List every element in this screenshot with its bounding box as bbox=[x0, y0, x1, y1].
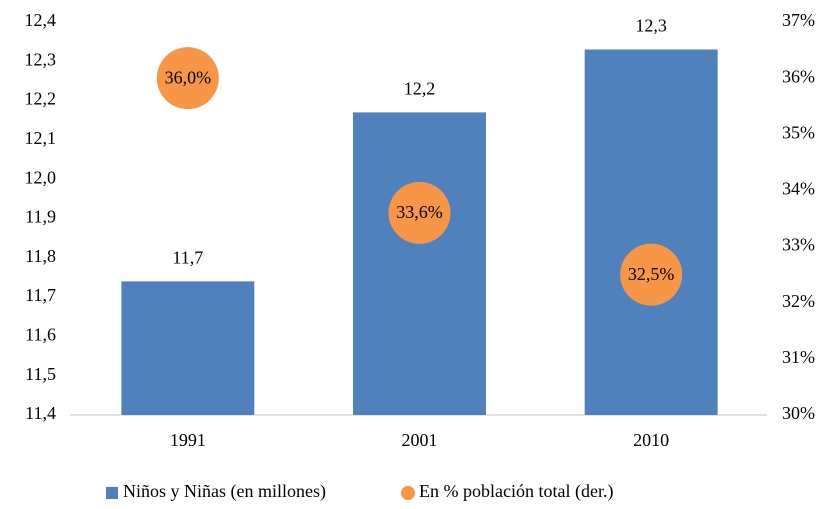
y2-tick-label: 31% bbox=[782, 347, 815, 367]
point-value-label: 36,0% bbox=[165, 67, 212, 87]
y-tick-label: 11,4 bbox=[25, 403, 56, 423]
x-tick-label: 2010 bbox=[633, 430, 669, 450]
y2-tick-label: 35% bbox=[782, 122, 815, 142]
y-tick-label: 11,8 bbox=[25, 246, 56, 266]
y2-tick-label: 34% bbox=[782, 179, 815, 199]
legend-label: Niños y Niñas (en millones) bbox=[123, 481, 326, 502]
bar bbox=[584, 49, 718, 415]
legend-label: En % población total (der.) bbox=[419, 481, 613, 502]
point bbox=[620, 243, 683, 306]
y-tick-label: 11,9 bbox=[25, 207, 56, 227]
y-tick-label: 11,7 bbox=[25, 285, 56, 305]
y-tick-label: 12,4 bbox=[25, 10, 57, 30]
y-tick-label: 11,5 bbox=[25, 364, 56, 384]
y2-tick-label: 32% bbox=[782, 291, 815, 311]
point bbox=[156, 47, 219, 110]
y-tick-label: 11,6 bbox=[25, 325, 56, 345]
bar bbox=[353, 112, 486, 415]
legend-swatch bbox=[106, 487, 118, 499]
y-tick-label: 12,1 bbox=[25, 128, 57, 148]
y2-tick-label: 37% bbox=[782, 10, 815, 30]
point bbox=[388, 181, 451, 244]
legend-swatch bbox=[401, 486, 415, 500]
y2-tick-label: 36% bbox=[782, 66, 815, 86]
y2-tick-label: 30% bbox=[782, 403, 815, 423]
x-tick-label: 1991 bbox=[170, 430, 206, 450]
point-value-label: 33,6% bbox=[396, 202, 443, 222]
bar bbox=[121, 281, 255, 415]
y-tick-label: 12,2 bbox=[25, 89, 57, 109]
y-tick-label: 12,0 bbox=[25, 167, 57, 187]
point-value-label: 32,5% bbox=[628, 264, 675, 284]
y-tick-label: 12,3 bbox=[25, 49, 57, 69]
x-tick-label: 2001 bbox=[402, 430, 438, 450]
y2-tick-label: 33% bbox=[782, 235, 815, 255]
bar-value-label: 12,2 bbox=[404, 79, 436, 99]
bar-value-label: 11,7 bbox=[172, 248, 203, 268]
bar-value-label: 12,3 bbox=[635, 16, 667, 36]
